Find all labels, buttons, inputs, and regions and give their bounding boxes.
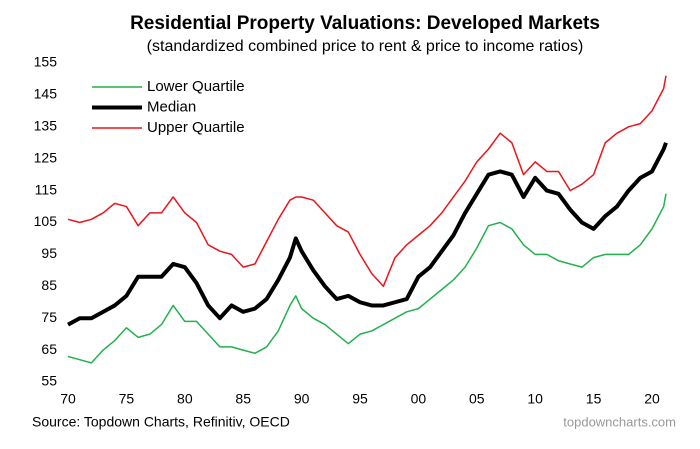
legend-label: Median bbox=[147, 98, 196, 115]
watermark: topdowncharts.com bbox=[563, 414, 676, 429]
x-tick-label: 15 bbox=[586, 391, 602, 407]
x-tick-label: 20 bbox=[644, 391, 660, 407]
x-tick-label: 10 bbox=[527, 391, 543, 407]
y-tick-label: 115 bbox=[35, 181, 58, 197]
y-tick-label: 95 bbox=[41, 245, 57, 261]
y-tick-label: 135 bbox=[34, 118, 58, 134]
line-series bbox=[67, 142, 668, 327]
x-tick-label: 70 bbox=[60, 391, 76, 407]
line-series bbox=[67, 193, 667, 364]
y-tick-label: 105 bbox=[34, 213, 58, 229]
y-tick-label: 85 bbox=[41, 277, 57, 293]
x-tick-label: 95 bbox=[352, 391, 368, 407]
chart-subtitle: (standardized combined price to rent & p… bbox=[147, 38, 584, 55]
y-tick-label: 65 bbox=[41, 341, 57, 357]
chart-title: Residential Property Valuations: Develop… bbox=[130, 13, 600, 34]
source: Source: Topdown Charts, Refinitiv, OECD bbox=[32, 414, 290, 430]
x-tick-label: 90 bbox=[294, 391, 310, 407]
x-tick-label: 05 bbox=[469, 391, 485, 407]
y-tick-label: 125 bbox=[34, 149, 58, 165]
y-tick-label: 55 bbox=[41, 373, 57, 389]
x-tick-label: 80 bbox=[177, 391, 193, 407]
x-tick-label: 85 bbox=[235, 391, 251, 407]
x-tick-label: 00 bbox=[411, 391, 427, 407]
y-tick-label: 75 bbox=[41, 309, 57, 325]
legend-label: Lower Quartile bbox=[147, 78, 245, 95]
y-tick-label: 155 bbox=[34, 54, 58, 70]
legend-label: Upper Quartile bbox=[147, 119, 245, 136]
y-tick-label: 145 bbox=[34, 86, 58, 102]
line-series bbox=[67, 75, 667, 288]
x-tick-label: 75 bbox=[119, 391, 135, 407]
